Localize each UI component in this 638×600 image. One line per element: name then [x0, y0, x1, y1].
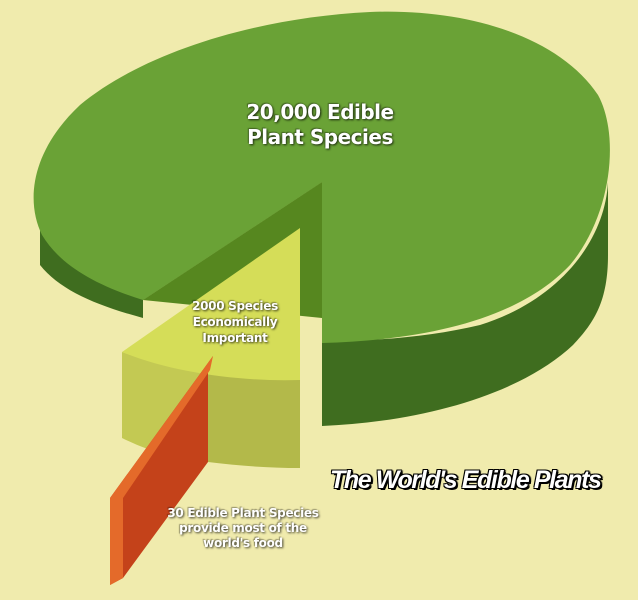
main-slice-side-right — [322, 182, 608, 426]
slice-label-main: 20,000 Edible Plant Species — [200, 100, 440, 150]
slice-label-food-line-2: provide most of the — [179, 521, 307, 535]
food-slice-top — [110, 356, 213, 498]
slice-label-economic-line-3: Important — [202, 331, 268, 345]
econ-slice-side-front — [208, 370, 300, 468]
slice-label-economic-line-2: Economically — [192, 315, 278, 329]
slice-label-economic: 2000 Species Economically Important — [170, 298, 300, 346]
slice-label-economic-line-1: 2000 Species — [192, 299, 278, 313]
slice-label-food-line-1: 30 Edible Plant Species — [167, 506, 319, 520]
slice-label-main-line-2: Plant Species — [247, 125, 393, 149]
food-slice-front — [110, 498, 123, 585]
main-slice-top — [33, 11, 610, 343]
chart-title: The World's Edible Plants — [330, 466, 602, 494]
slice-label-food-line-3: world's food — [203, 536, 283, 550]
slice-label-food: 30 Edible Plant Species provide most of … — [158, 506, 328, 551]
slice-label-main-line-1: 20,000 Edible — [246, 100, 394, 124]
econ-slice-top — [122, 228, 300, 381]
food-slice-side — [110, 356, 213, 585]
